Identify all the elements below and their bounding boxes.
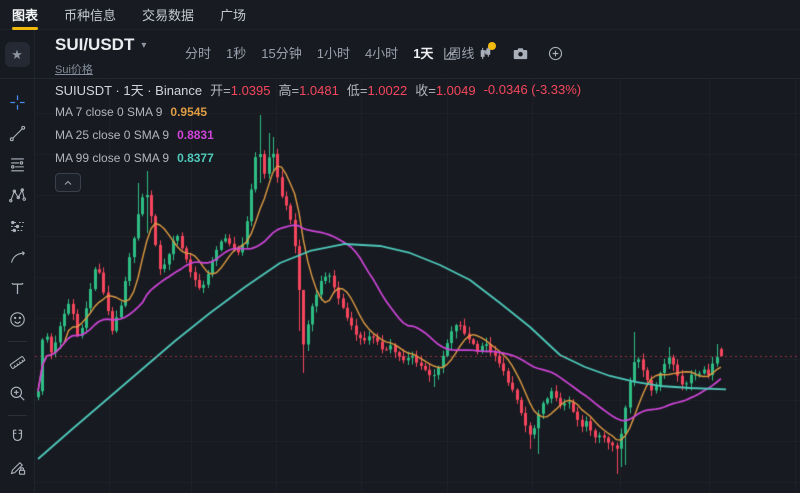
text-icon	[11, 282, 23, 295]
crosshair-icon	[9, 95, 25, 110]
emoji-icon	[9, 312, 25, 327]
emoji-tool-button[interactable]	[3, 306, 31, 333]
ruler-icon	[9, 356, 25, 369]
timeframe-dropdown-caret[interactable]: ▾	[483, 47, 488, 57]
timeframe-bar: 分时 1秒 15分钟 1小时 4小时 1天 周线 ▾	[185, 43, 488, 62]
timeframe-1h[interactable]: 1小时	[317, 43, 350, 62]
ruler-tool-button[interactable]	[3, 349, 31, 376]
trend-line-tool-button[interactable]	[3, 120, 31, 147]
nav-tab-chart-label: 图表	[12, 8, 39, 23]
active-tab-underline	[12, 26, 38, 30]
price-chart-canvas[interactable]	[35, 78, 800, 493]
timeframe-1s[interactable]: 1秒	[226, 43, 246, 62]
text-tool-button[interactable]	[3, 275, 31, 302]
chart-header-icons	[438, 41, 567, 65]
add-chart-button[interactable]	[543, 41, 567, 65]
timeframe-line[interactable]: 分时	[185, 43, 211, 62]
header-divider	[0, 78, 800, 79]
indicators-button[interactable]	[438, 41, 462, 65]
timeframe-1d[interactable]: 1天	[413, 43, 433, 62]
nav-tab-chart[interactable]: 图表	[12, 0, 38, 30]
legend-collapse-button[interactable]	[55, 173, 81, 192]
forecast-tool-button[interactable]	[3, 213, 31, 240]
pattern-icon	[8, 188, 26, 203]
timeframe-4h[interactable]: 4小时	[365, 43, 398, 62]
trend-line-icon	[9, 125, 25, 142]
forecast-icon	[10, 220, 24, 233]
nav-tab-square[interactable]: 广场	[220, 8, 247, 23]
fib-retracement-tool-button[interactable]	[3, 151, 31, 178]
screenshot-camera-button[interactable]	[508, 41, 532, 65]
sui-price-link[interactable]: Sui价格	[55, 64, 93, 76]
pattern-tool-button[interactable]	[3, 182, 31, 209]
plus-circle-icon	[548, 46, 562, 60]
pencil-lock-icon	[10, 461, 25, 475]
chart-workspace: ★	[0, 30, 800, 493]
magnet-tool-button[interactable]	[3, 423, 31, 450]
toolbar-separator	[7, 341, 27, 342]
drawing-toolbar: ★	[0, 30, 35, 493]
camera-icon	[513, 47, 527, 59]
lock-drawings-tool-button[interactable]	[3, 454, 31, 481]
symbol-name: SUI/USDT	[55, 35, 135, 54]
nav-tab-trading-data[interactable]: 交易数据	[142, 8, 195, 23]
fib-lines-icon	[10, 158, 24, 172]
candles-icon	[480, 46, 490, 59]
favorite-star-button[interactable]: ★	[4, 42, 30, 67]
chart-header: SUI/USDT ▾ Sui价格 分时 1秒 15分钟 1小时 4小时 1天 周…	[35, 30, 800, 78]
nav-tab-coin-info[interactable]: 币种信息	[64, 8, 117, 23]
brush-tool-button[interactable]	[3, 244, 31, 271]
crosshair-tool-button[interactable]	[3, 89, 31, 116]
chevron-up-icon	[64, 180, 72, 185]
top-nav: 图表 币种信息 交易数据 广场	[0, 0, 800, 30]
symbol-selector[interactable]: SUI/USDT ▾	[55, 35, 146, 55]
star-icon: ★	[11, 47, 23, 62]
magnet-icon	[12, 429, 22, 442]
notification-dot	[488, 42, 496, 50]
chevron-down-icon: ▾	[141, 39, 147, 51]
chart-style-button[interactable]	[473, 41, 497, 65]
timeframe-15m[interactable]: 15分钟	[261, 43, 301, 62]
zoom-in-tool-button[interactable]	[3, 380, 31, 407]
indicators-icon	[443, 47, 456, 60]
toolbar-separator	[7, 415, 27, 416]
zoom-in-icon	[10, 386, 25, 401]
brush-icon	[10, 251, 25, 263]
